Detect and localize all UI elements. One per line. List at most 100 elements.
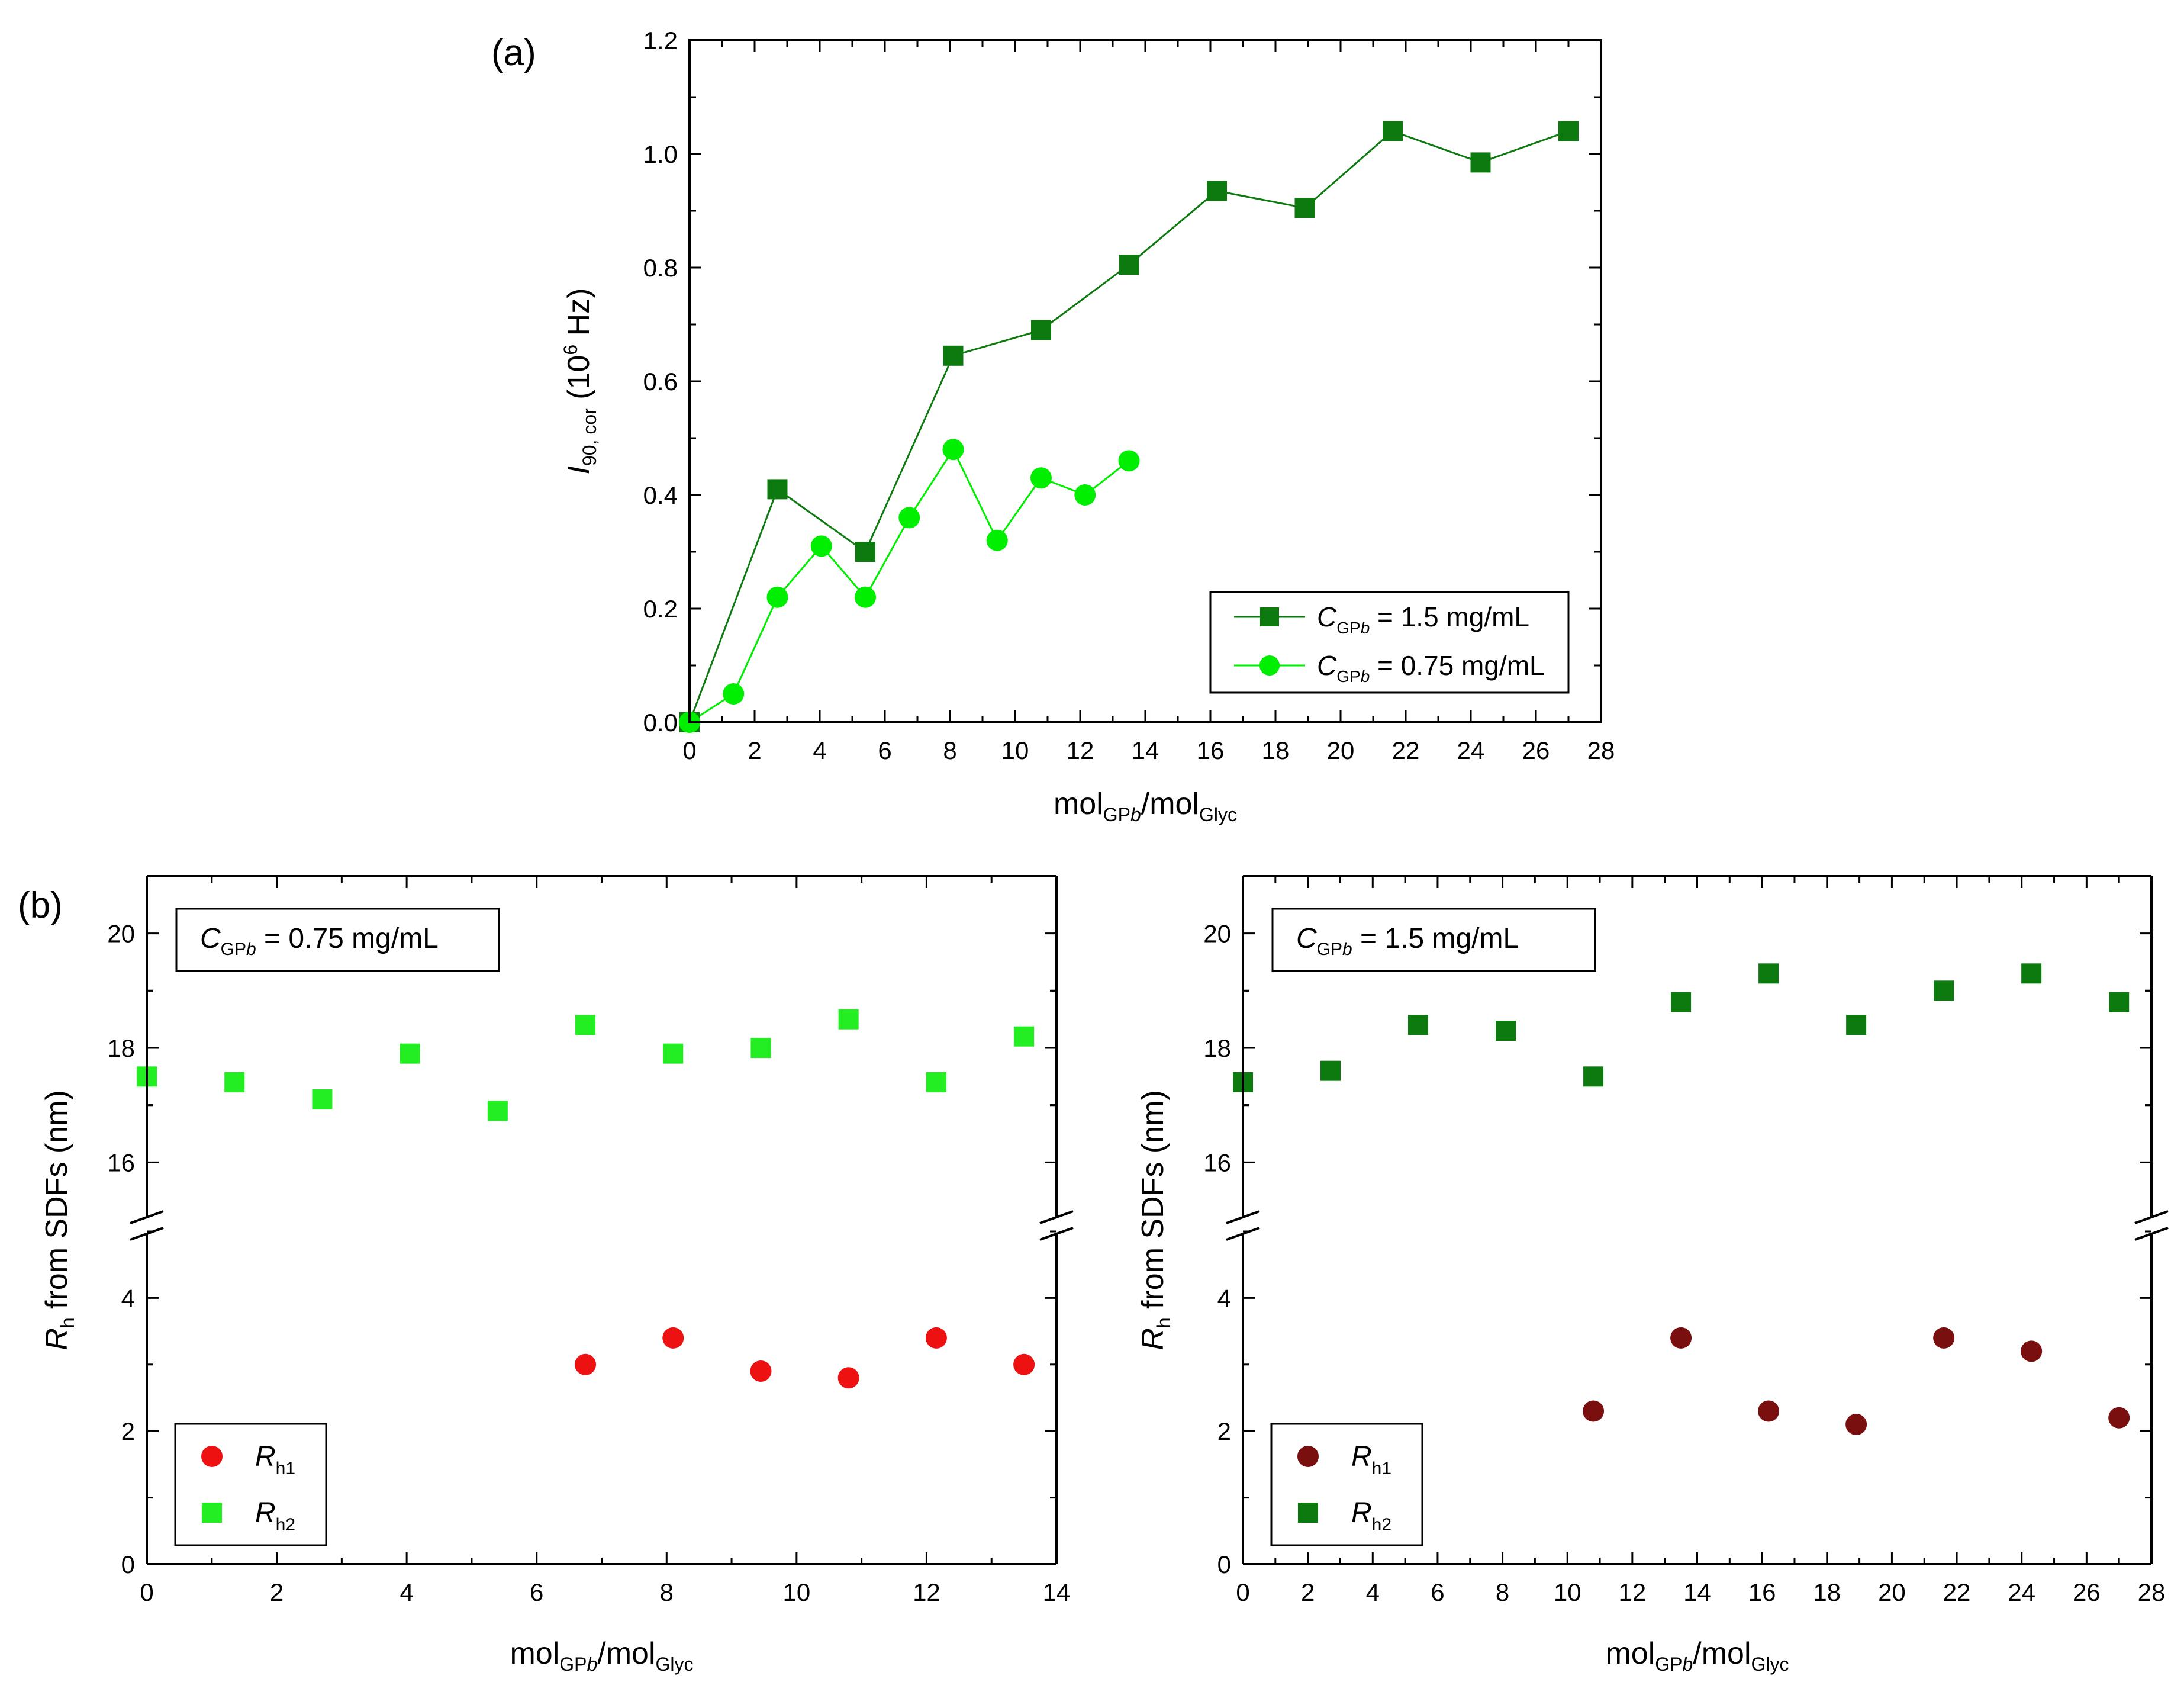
data-point-s1-1 (767, 479, 788, 500)
data-point-s2-10 (1118, 450, 1140, 472)
y-tick-label: 18 (107, 1034, 135, 1062)
x-tick-label: 22 (1392, 736, 1420, 764)
axis-break-mark (130, 1227, 164, 1241)
y-tick-label: 1.0 (643, 140, 678, 168)
x-axis-title: molGPb/molGlyc (510, 1636, 693, 1675)
x-tick-label: 6 (1431, 1578, 1444, 1606)
data-point-s2-7 (1846, 1015, 1867, 1035)
data-point-s1-10 (1558, 121, 1579, 141)
x-tick-label: 20 (1878, 1578, 1906, 1606)
y-tick-label: 4 (121, 1284, 135, 1312)
data-point-s1-1 (662, 1327, 684, 1349)
x-tick-label: 28 (1587, 736, 1615, 764)
y-tick-label: 2 (1217, 1417, 1231, 1445)
annotation-box (175, 908, 500, 972)
axis-break-mark (2134, 1227, 2169, 1241)
data-point-s2-2 (766, 586, 788, 608)
x-tick-label: 26 (1522, 736, 1550, 764)
x-tick-label: 10 (1001, 736, 1029, 764)
x-tick-label: 6 (878, 736, 891, 764)
x-tick-label: 10 (1554, 1578, 1581, 1606)
x-tick-label: 8 (943, 736, 956, 764)
x-tick-label: 6 (530, 1578, 543, 1606)
data-point-s2-6 (942, 439, 964, 461)
data-point-s2-6 (1758, 963, 1779, 984)
data-point-s2-8 (838, 1009, 859, 1030)
legend-label-2: CGPb = 0.75 mg/mL (1317, 650, 1545, 686)
axis-break-mark (1039, 1227, 1074, 1241)
data-point-s1-6 (1207, 181, 1227, 201)
data-point-s1-5 (1119, 255, 1139, 275)
y-tick-label: 4 (1217, 1284, 1231, 1312)
data-point-s1-4 (1031, 320, 1051, 340)
x-tick-label: 24 (2008, 1578, 2035, 1606)
data-point-s1-8 (1383, 121, 1403, 141)
data-point-s2-5 (1671, 992, 1692, 1012)
data-point-s2-2 (312, 1089, 333, 1109)
legend-label-h2: Rh2 (1351, 1497, 1391, 1535)
data-point-s2-10 (2109, 992, 2130, 1012)
legend-box (1270, 1423, 1423, 1546)
x-tick-label: 10 (782, 1578, 810, 1606)
axis-break-mark (1226, 1210, 1260, 1224)
data-point-s2-4 (1583, 1066, 1604, 1087)
series-line-2 (689, 448, 1130, 723)
x-tick-label: 16 (1748, 1578, 1776, 1606)
data-point-s1-3 (943, 345, 964, 366)
data-point-s1-0 (575, 1353, 597, 1375)
data-point-s2-3 (1496, 1021, 1516, 1041)
x-tick-label: 8 (1496, 1578, 1509, 1606)
x-tick-label: 18 (1262, 736, 1290, 764)
legend: Rh1 Rh2 (1270, 1423, 1423, 1546)
y-tick-label: 18 (1203, 1034, 1231, 1062)
x-tick-label: 2 (270, 1578, 284, 1606)
chart-b-right: 0 2 4 6 8 10 12 14 16 18 20 22 24 26 28024161820molGPb… (1136, 875, 2169, 1675)
data-point-s1-9 (1470, 152, 1491, 173)
data-point-s1-2 (1758, 1400, 1780, 1422)
y-tick-label: 16 (1203, 1149, 1231, 1176)
legend-marker (1260, 607, 1279, 626)
x-tick-label: 12 (1067, 736, 1094, 764)
data-point-s2-8 (1030, 467, 1052, 489)
data-point-s2-5 (575, 1015, 596, 1035)
data-point-s2-3 (400, 1043, 420, 1064)
x-tick-label: 8 (660, 1578, 674, 1606)
data-point-s1-5 (2021, 1340, 2043, 1362)
data-point-s2-3 (810, 535, 832, 557)
y-tick-label: 16 (107, 1149, 135, 1176)
concentration-annotation: CGPb = 0.75 mg/mL (175, 908, 500, 972)
data-point-s2-9 (1074, 484, 1096, 506)
data-point-s1-4 (1933, 1327, 1955, 1349)
data-point-s1-7 (1294, 198, 1315, 218)
data-point-s1-4 (925, 1327, 947, 1349)
data-point-s1-0 (1583, 1400, 1605, 1422)
chart-a: 0 2 4 6 8 10 12 14 16 18 20 22 24 26 280.00.20.40.60.8… (560, 27, 1615, 825)
axis-break-mark (1226, 1227, 1260, 1241)
legend-marker (1297, 1446, 1319, 1467)
y-tick-label: 0.4 (643, 481, 678, 509)
x-tick-label: 4 (1366, 1578, 1380, 1606)
x-axis-title: molGPb/molGlyc (1054, 787, 1237, 825)
x-tick-label: 2 (748, 736, 761, 764)
x-tick-label: 12 (913, 1578, 940, 1606)
x-tick-label: 0 (140, 1578, 153, 1606)
data-point-s2-6 (663, 1043, 684, 1064)
y-tick-label: 20 (1203, 920, 1231, 948)
legend: CGPb = 1.5 mg/mL CGPb = 0.75 mg/mL (1209, 591, 1570, 694)
axis-break-mark (2134, 1210, 2169, 1224)
x-tick-label: 0 (682, 736, 696, 764)
data-point-s2-1 (224, 1072, 245, 1092)
panel-a-label: (a) (491, 33, 536, 73)
y-tick-label: 1.2 (643, 27, 678, 54)
y-axis-title: Rh from SDFs (nm) (40, 1090, 78, 1350)
x-tick-label: 14 (1043, 1578, 1071, 1606)
legend-marker (1259, 655, 1280, 676)
x-tick-label: 16 (1197, 736, 1225, 764)
data-point-s1-3 (1845, 1413, 1867, 1435)
x-tick-label: 20 (1327, 736, 1355, 764)
data-point-s2-2 (1408, 1015, 1429, 1035)
y-tick-label: 2 (121, 1417, 135, 1445)
axis-break-mark (1039, 1210, 1074, 1224)
data-point-s2-10 (1014, 1026, 1035, 1047)
data-point-s1-5 (1013, 1353, 1035, 1375)
